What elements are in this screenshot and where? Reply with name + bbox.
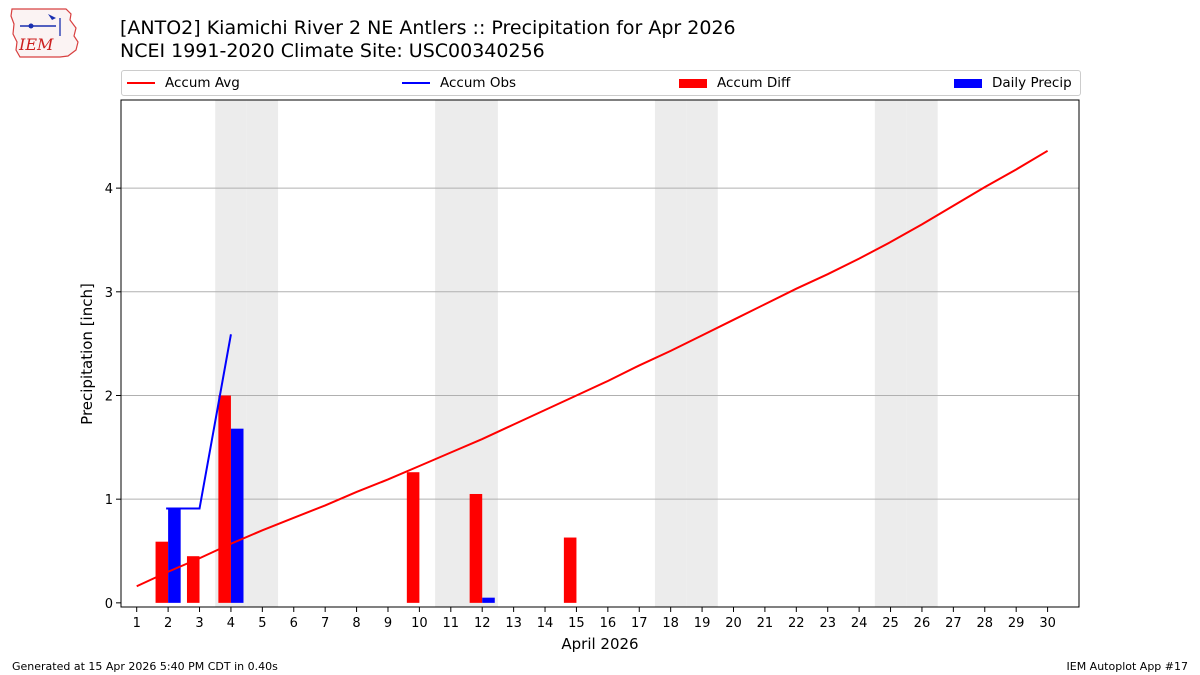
x-tick-label-27: 27 xyxy=(945,616,962,631)
weekend-shade-day-11 xyxy=(435,100,467,607)
footer-generated: Generated at 15 Apr 2026 5:40 PM CDT in … xyxy=(12,660,278,673)
x-tick-label-4: 4 xyxy=(227,616,235,631)
bars xyxy=(155,395,577,603)
legend-accum-diff-label: Accum Diff xyxy=(717,75,791,91)
x-tick-label-24: 24 xyxy=(851,616,868,631)
legend-daily-precip-label: Daily Precip xyxy=(992,75,1072,91)
x-tick-label-20: 20 xyxy=(725,616,742,631)
x-tick-label-17: 17 xyxy=(631,616,648,631)
logo-text: IEM xyxy=(18,35,54,54)
weekend-shade-day-25 xyxy=(874,100,907,607)
weekend-shade-day-18 xyxy=(654,100,687,607)
x-tick-label-7: 7 xyxy=(321,616,329,631)
daily-precip-bar-2 xyxy=(168,508,181,603)
x-tick-label-3: 3 xyxy=(195,616,203,631)
y-axis-ticks: 0 1 2 3 4 xyxy=(105,182,121,612)
accum-obs-line xyxy=(166,334,232,510)
daily-precip-bar-4 xyxy=(230,428,244,603)
lines xyxy=(136,149,1049,588)
x-tick-label-29: 29 xyxy=(1008,616,1025,631)
chart-subtitle: NCEI 1991-2020 Climate Site: USC00340256 xyxy=(120,40,545,62)
weekend-shade-day-19 xyxy=(686,100,718,607)
legend-daily-precip-swatch xyxy=(954,78,982,88)
x-tick-label-13: 13 xyxy=(505,616,522,631)
chart-legend: Accum Avg Accum Obs Accum Diff Daily Pre… xyxy=(121,70,1081,96)
daily-precip-bar-12 xyxy=(482,597,495,603)
accum-diff-bar-2 xyxy=(155,541,169,603)
plot-frame xyxy=(120,99,1080,608)
x-tick-label-28: 28 xyxy=(976,616,993,631)
footer-app: IEM Autoplot App #17 xyxy=(1066,660,1189,673)
x-tick-label-23: 23 xyxy=(819,616,836,631)
x-tick-label-2: 2 xyxy=(164,616,172,631)
x-tick-label-16: 16 xyxy=(600,616,617,631)
x-tick-label-5: 5 xyxy=(258,616,266,631)
x-tick-label-14: 14 xyxy=(537,616,554,631)
x-tick-label-11: 11 xyxy=(443,616,460,631)
x-tick-label-30: 30 xyxy=(1039,616,1056,631)
grid-lines xyxy=(121,187,1079,500)
legend-accum-obs: Accum Obs xyxy=(402,71,516,95)
weekend-shade-day-5 xyxy=(246,100,279,607)
accum-diff-bar-4 xyxy=(218,395,231,603)
x-tick-label-6: 6 xyxy=(290,616,298,631)
weekend-shade-day-26 xyxy=(906,100,938,607)
weekend-shading xyxy=(215,100,938,607)
legend-accum-obs-label: Accum Obs xyxy=(440,75,517,91)
legend-accum-avg-swatch xyxy=(127,82,155,84)
accum-diff-bar-15 xyxy=(563,537,577,603)
iem-logo: IEM xyxy=(10,8,79,58)
chart-title: [ANTO2] Kiamichi River 2 NE Antlers :: P… xyxy=(120,17,736,39)
x-tick-label-10: 10 xyxy=(411,616,428,631)
legend-accum-obs-swatch xyxy=(402,82,430,84)
accum-diff-bar-3 xyxy=(186,556,200,603)
y-tick-label-3: 3 xyxy=(105,286,113,301)
x-axis-ticks: 1 2 3 4 5 6 7 8 9 10 11 12 13 14 15 16 17 18 19 20 21 22 23 24 2… xyxy=(133,607,1056,631)
x-tick-label-12: 12 xyxy=(474,616,491,631)
x-tick-label-22: 22 xyxy=(788,616,805,631)
y-tick-label-0: 0 xyxy=(105,597,113,612)
x-tick-label-19: 19 xyxy=(694,616,711,631)
accum-diff-bar-10 xyxy=(406,472,420,603)
y-tick-label-1: 1 xyxy=(105,493,113,508)
legend-accum-diff: Accum Diff xyxy=(679,71,790,95)
y-tick-label-4: 4 xyxy=(105,182,113,197)
legend-daily-precip: Daily Precip xyxy=(954,71,1072,95)
accum-avg-line xyxy=(136,149,1049,588)
x-tick-label-18: 18 xyxy=(662,616,679,631)
x-axis-label: April 2026 xyxy=(561,635,638,653)
x-tick-label-15: 15 xyxy=(568,616,585,631)
legend-accum-avg-label: Accum Avg xyxy=(165,75,240,91)
x-tick-label-9: 9 xyxy=(384,616,392,631)
x-tick-label-1: 1 xyxy=(133,616,141,631)
x-tick-label-8: 8 xyxy=(352,616,360,631)
x-tick-label-26: 26 xyxy=(914,616,931,631)
x-tick-label-25: 25 xyxy=(882,616,899,631)
accum-diff-bar-12 xyxy=(469,493,483,603)
y-tick-label-2: 2 xyxy=(105,389,113,404)
y-axis-label: Precipitation [inch] xyxy=(78,283,96,425)
x-tick-label-21: 21 xyxy=(757,616,774,631)
legend-accum-avg: Accum Avg xyxy=(127,71,240,95)
legend-accum-diff-swatch xyxy=(679,78,707,88)
